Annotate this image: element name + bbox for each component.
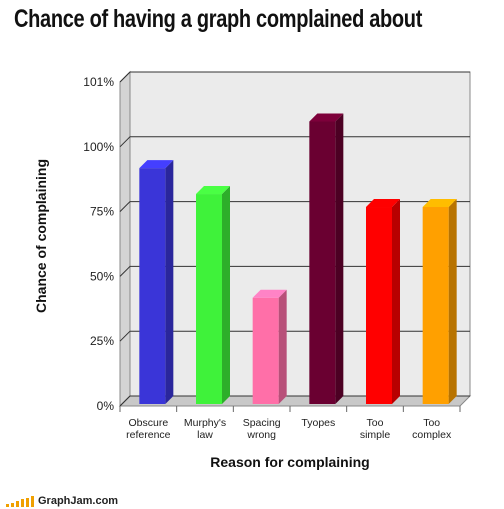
bar — [139, 160, 174, 404]
y-tick-label: 25% — [90, 334, 114, 348]
bar — [366, 199, 400, 404]
logo-bar — [11, 503, 14, 507]
bar — [196, 186, 230, 404]
bar-side — [278, 289, 287, 404]
gridlines — [119, 71, 470, 407]
gridline — [119, 201, 470, 212]
y-tick-label: 100% — [83, 140, 114, 154]
bar-side — [335, 113, 344, 405]
x-axis-label: Reason for complaining — [210, 454, 369, 470]
x-tick-label: Spacing wrong — [243, 417, 281, 441]
logo-bars-icon — [6, 496, 34, 507]
chart-title: Chance of having a graph complained abou… — [14, 5, 423, 33]
logo-bar — [26, 498, 29, 507]
bar-top — [252, 289, 287, 298]
y-axis-label: Chance of complaining — [33, 159, 49, 313]
bar-front — [422, 207, 449, 404]
y-tick-label: 101% — [83, 75, 114, 89]
bar-top — [422, 199, 457, 208]
bar-top — [139, 160, 174, 169]
bar — [252, 289, 287, 404]
bar-front — [309, 121, 336, 405]
bar-front — [366, 207, 392, 404]
y-tick-labels: 0% 25% 50% 75% 100% 101% — [83, 75, 114, 413]
bar — [309, 113, 344, 405]
bar-top — [196, 186, 230, 195]
bar — [422, 199, 457, 404]
bar-front — [139, 168, 166, 404]
gridline — [119, 71, 470, 83]
bar-side — [222, 186, 230, 404]
bar-side — [392, 199, 400, 404]
bar-top — [366, 199, 400, 208]
logo-bar — [16, 501, 19, 507]
gridline — [119, 136, 470, 148]
logo-bar — [31, 496, 34, 507]
x-tick-label: Murphy's law — [184, 417, 226, 441]
x-category-labels: Obscure reference Murphy's law Spacing wrong T… — [119, 406, 461, 441]
y-tick-label: 75% — [90, 205, 114, 219]
x-tick-label: Tyopes — [301, 417, 335, 429]
logo-text: GraphJam.com — [38, 495, 119, 507]
bar-side — [448, 199, 457, 404]
bar-side — [165, 160, 174, 404]
logo-bar — [6, 504, 9, 507]
x-tick-label: Too complex — [412, 417, 452, 441]
gridline — [119, 265, 470, 277]
logo-bar — [21, 499, 24, 507]
bar-front — [196, 194, 222, 404]
bar-series — [139, 113, 457, 405]
x-tick-label: Obscure reference — [126, 417, 171, 441]
y-tick-label: 50% — [90, 269, 114, 283]
y-tick-label: 0% — [97, 399, 115, 413]
gridline — [119, 330, 470, 342]
bar-top — [309, 113, 344, 122]
graphjam-logo: GraphJam.com — [6, 496, 118, 507]
bar-front — [252, 297, 279, 404]
x-tick-label: Too simple — [360, 417, 391, 441]
gridline — [119, 395, 470, 407]
